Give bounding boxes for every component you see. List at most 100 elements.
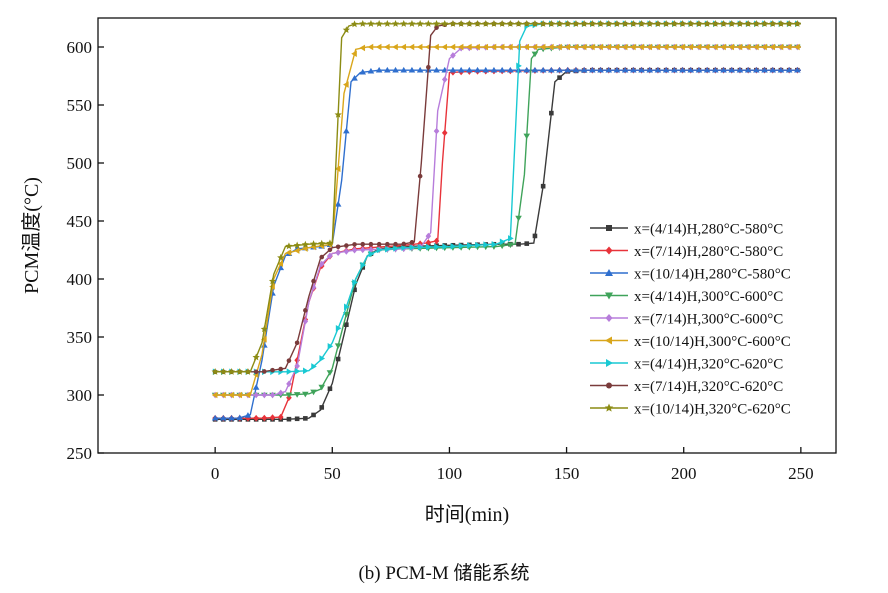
data-point [719, 20, 728, 27]
data-point [277, 260, 284, 267]
data-point [318, 239, 326, 247]
data-point [630, 66, 637, 73]
data-point [359, 246, 366, 254]
data-point [703, 66, 711, 73]
legend-label: x=(7/14)H,300°C-600°C [634, 312, 783, 328]
legend-label: x=(4/14)H,300°C-600°C [634, 289, 783, 305]
data-point [638, 66, 645, 73]
data-point [368, 250, 375, 258]
data-point [293, 247, 300, 254]
data-point [646, 43, 653, 51]
data-point [687, 66, 695, 73]
data-point [482, 66, 490, 73]
data-point [311, 412, 316, 418]
data-point [621, 20, 629, 27]
data-point [352, 242, 357, 247]
data-point [351, 246, 358, 254]
data-point [359, 44, 366, 52]
x-tick-label: 150 [554, 464, 580, 483]
data-point [744, 66, 752, 73]
data-point [728, 43, 735, 51]
data-point [277, 253, 285, 261]
data-point [441, 129, 448, 137]
data-point [376, 241, 382, 247]
data-point [426, 65, 431, 70]
data-point [753, 43, 759, 51]
data-point [352, 279, 358, 286]
data-point [294, 367, 301, 375]
data-point [425, 232, 432, 240]
data-point [736, 20, 744, 27]
data-point [294, 362, 300, 370]
data-point [769, 20, 777, 27]
data-point [540, 183, 546, 189]
data-point [360, 241, 366, 247]
x-tick-label: 200 [671, 464, 697, 483]
data-point [286, 368, 293, 375]
data-point [744, 20, 752, 27]
data-point [433, 127, 440, 135]
y-tick-label: 600 [67, 38, 93, 57]
data-point [523, 66, 531, 73]
data-point [736, 43, 743, 51]
data-point [662, 43, 669, 51]
data-point [286, 416, 292, 422]
data-point [450, 243, 457, 250]
data-point [629, 20, 637, 27]
data-point [621, 43, 628, 51]
legend-label: x=(10/14)H,280°C-580°C [634, 267, 791, 283]
data-point [302, 391, 309, 398]
data-point [228, 391, 234, 399]
x-tick-label: 0 [211, 464, 220, 483]
data-point [580, 20, 588, 27]
y-tick-label: 300 [67, 386, 93, 405]
data-point [490, 43, 497, 51]
data-point [367, 67, 375, 74]
data-point [441, 43, 448, 51]
data-point [303, 416, 308, 421]
data-point [416, 43, 423, 51]
data-point [662, 66, 670, 73]
data-point [654, 43, 661, 51]
data-point [409, 240, 415, 245]
data-point [760, 20, 769, 27]
y-tick-label: 350 [67, 328, 93, 347]
data-point [294, 340, 300, 346]
data-point [597, 43, 603, 51]
data-point [260, 325, 268, 333]
data-point [785, 66, 793, 73]
data-point [555, 20, 564, 27]
data-point [245, 414, 251, 422]
data-point [318, 260, 325, 268]
data-point [244, 368, 252, 375]
data-point [654, 20, 662, 27]
x-tick-label: 100 [437, 464, 463, 483]
data-point [539, 20, 547, 27]
data-point [516, 241, 521, 247]
data-point [572, 20, 580, 27]
legend-marker [606, 359, 613, 367]
data-point [285, 249, 292, 256]
data-point [334, 110, 342, 118]
data-point [498, 243, 506, 250]
data-point [375, 66, 383, 73]
data-point [556, 43, 562, 51]
data-point [490, 20, 498, 27]
data-point [695, 66, 703, 73]
data-point [393, 241, 398, 247]
data-point [491, 241, 498, 248]
data-point [335, 249, 341, 256]
data-point [777, 66, 785, 73]
data-point [219, 368, 227, 375]
data-point [408, 66, 416, 73]
data-point [679, 43, 685, 51]
data-point [465, 20, 473, 27]
data-point [393, 245, 399, 252]
plot-frame [97, 17, 837, 454]
data-point [344, 243, 349, 248]
data-point [637, 20, 646, 27]
data-point [344, 322, 349, 328]
data-point [228, 414, 235, 421]
data-point [252, 353, 260, 361]
data-point [580, 43, 587, 51]
